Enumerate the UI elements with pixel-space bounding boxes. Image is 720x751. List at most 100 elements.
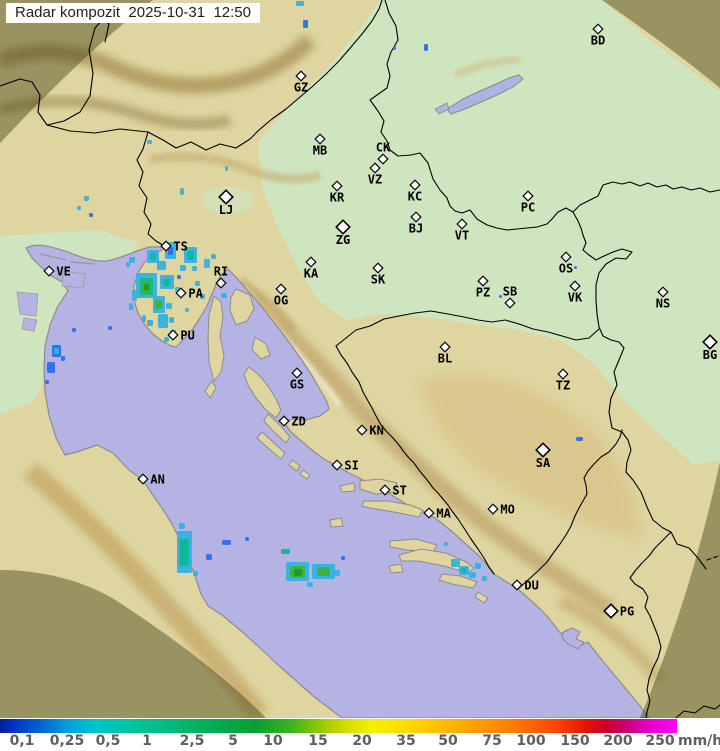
city-diamond [379, 484, 391, 496]
intensity-scale: 0,1 0,25 0,5 1 2,5 5 10 15 20 35 50 75 100 150 200 250 … [0, 718, 720, 751]
city-label: TZ [556, 378, 570, 392]
city-marker-ma: MA [423, 507, 452, 521]
radar-echo-cell [185, 308, 189, 312]
city-diamond [657, 286, 669, 298]
city-label: MA [436, 507, 451, 521]
city-marker-ns: NS [656, 286, 670, 310]
city-marker-pg: PG [603, 603, 634, 619]
radar-echo-cell [317, 567, 330, 576]
city-diamond [356, 424, 368, 436]
radar-echo-cell [341, 556, 345, 560]
city-diamond [137, 473, 149, 485]
radar-echo-cell [89, 213, 93, 217]
city-diamond [305, 256, 317, 268]
city-label: GS [290, 377, 304, 391]
radar-echo-cell [576, 437, 583, 441]
islands [204, 288, 489, 604]
border-austria-slovenia [46, 0, 383, 151]
city-marker-pz: PZ [476, 275, 490, 299]
map-title: Radar kompozit 2025-10-31 12:50 [6, 3, 260, 23]
radar-range-shading [0, 0, 720, 718]
radar-echo-cell [108, 326, 112, 330]
city-label: KA [304, 266, 319, 280]
city-label: VT [455, 228, 469, 242]
radar-echo-cell [200, 294, 205, 299]
city-label: ZD [291, 415, 305, 429]
island [299, 469, 311, 480]
city-marker-du: DU [511, 579, 539, 593]
city-label: BL [438, 351, 452, 365]
boka-bay [561, 627, 585, 650]
city-diamond [557, 368, 569, 380]
radar-echo-cell [307, 582, 313, 587]
city-label: CK [376, 141, 391, 155]
scale-label: 0,25 [49, 733, 85, 749]
border-bosnia-montenegro [517, 429, 623, 590]
city-diamond [439, 341, 451, 353]
scale-label: 15 [308, 733, 328, 749]
radar-echo-cell [222, 540, 231, 545]
city-label: MB [313, 143, 327, 157]
radar-echo-cell [180, 188, 184, 195]
radar-echo-cell [45, 380, 49, 384]
radar-echo-cell [181, 545, 187, 558]
city-diamond [275, 283, 287, 295]
city-diamond [504, 297, 516, 309]
radar-echo-cell [164, 337, 169, 342]
island [288, 459, 301, 472]
radar-echo-cell [179, 523, 185, 529]
city-diamond [167, 329, 179, 341]
radar-echo-cell [61, 356, 65, 361]
city-diamond [603, 603, 619, 619]
radar-map: VE TS LJ MB GZ BD CK VZ KR KC PC ZG BJ VT OS RI KA SK PZ SB… [0, 0, 720, 718]
island [243, 366, 282, 419]
city-marker-mb: MB [313, 133, 327, 157]
radar-echo-cell [163, 279, 170, 286]
border-southeast [675, 704, 720, 718]
radar-echo-cell [424, 44, 428, 51]
scale-label: 20 [352, 733, 372, 749]
city-diamond [569, 280, 581, 292]
radar-echo-cell [461, 568, 466, 573]
country-borders [0, 0, 720, 718]
radar-echo-cell [129, 303, 133, 310]
city-diamond [43, 265, 55, 277]
city-diamond [369, 162, 381, 174]
city-marker-kc: KC [408, 179, 422, 203]
border-croatia-bosnia [335, 345, 495, 575]
radar-echo-cell [84, 196, 89, 201]
city-markers: VE TS LJ MB GZ BD CK VZ KR KC PC ZG BJ VT OS RI KA SK PZ SB… [43, 23, 718, 619]
city-label: BG [703, 348, 717, 362]
city-marker-gz: GZ [294, 70, 308, 94]
border-dashes [706, 554, 720, 561]
city-label: SK [371, 272, 386, 286]
city-marker-os: OS [559, 251, 573, 275]
island [438, 573, 478, 589]
city-marker-bj: BJ [409, 211, 423, 235]
city-label: KC [408, 189, 422, 203]
scale-label: 0,5 [95, 733, 121, 749]
radar-echo-cell [195, 281, 200, 286]
city-marker-pu: PU [167, 329, 195, 343]
city-label: VZ [368, 172, 382, 186]
city-label: DU [524, 579, 538, 593]
radar-echo-cell [225, 166, 228, 171]
city-marker-kr: KR [330, 180, 345, 204]
city-diamond [314, 133, 326, 145]
city-marker-tz: TZ [556, 368, 570, 392]
scale-label: 75 [482, 733, 502, 749]
radar-echo-cell [204, 259, 210, 268]
radar-echo-cell [72, 328, 76, 332]
city-marker-bd: BD [591, 23, 605, 47]
city-label: KR [330, 190, 345, 204]
scale-label: 100 [516, 733, 546, 749]
city-diamond [702, 334, 718, 350]
radar-echo-cell [211, 254, 216, 259]
city-label: BD [591, 33, 605, 47]
scale-unit: mm/h [678, 733, 720, 749]
scale-label: 50 [438, 733, 458, 749]
scale-label: 10 [263, 733, 283, 749]
radar-echo-cell [144, 284, 149, 290]
city-marker-vt: VT [455, 218, 469, 242]
